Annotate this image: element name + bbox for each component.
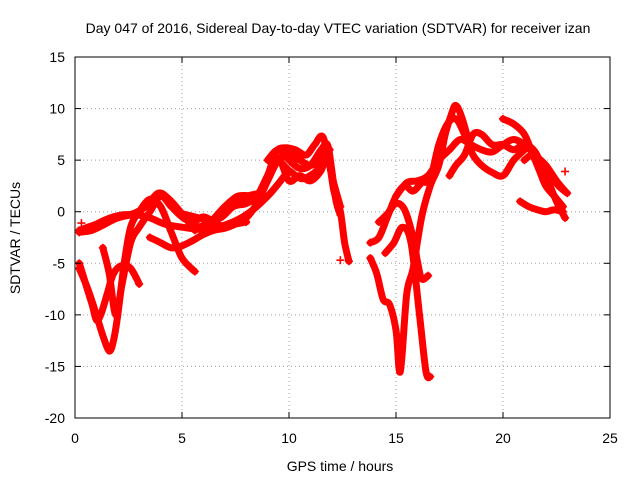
x-tick-label-5: 25 bbox=[602, 430, 618, 446]
series-arc-13 bbox=[374, 199, 433, 283]
isolated-point-2 bbox=[336, 256, 345, 265]
series-endpoint-arc-2-1 bbox=[190, 267, 199, 276]
series-endpoint-arc-14-1 bbox=[426, 372, 435, 381]
series-arc-14 bbox=[381, 223, 435, 382]
series-band-arc-6 bbox=[146, 146, 334, 252]
series-endpoint-arc-11-0 bbox=[366, 254, 375, 263]
plot-frame bbox=[74, 56, 611, 419]
series-band-arc-13 bbox=[375, 199, 432, 283]
chart-title: Day 047 of 2016, Sidereal Day-to-day VTE… bbox=[86, 20, 591, 36]
series-endpoint-arc-8-0 bbox=[188, 223, 197, 232]
series-endpoint-arc-4-0 bbox=[98, 243, 107, 252]
series-band-arc-18 bbox=[516, 197, 567, 216]
axes-layer: 0 5 10 15 20 25 -20 -15 -10 -5 0 5 10 15 bbox=[45, 49, 618, 446]
series-endpoint-arc-5-0 bbox=[75, 228, 84, 237]
series-endpoint-arc-18-0 bbox=[516, 197, 525, 206]
series-endpoint-arc-13-0 bbox=[374, 218, 383, 227]
series-endpoint-arc-19-1 bbox=[563, 189, 572, 198]
series-endpoint-arc-15-0 bbox=[392, 192, 400, 201]
series-endpoint-arc-7-0 bbox=[178, 209, 186, 218]
series-endpoint-arc-19-0 bbox=[520, 156, 529, 165]
series-endpoint-arc-17-0 bbox=[499, 114, 507, 123]
series-endpoint-arc-10-1 bbox=[336, 210, 345, 219]
y-tick-label-1: -15 bbox=[45, 358, 65, 374]
series-endpoint-arc-6-0 bbox=[145, 233, 154, 242]
isolated-point-0 bbox=[561, 167, 570, 176]
isolated-point-1 bbox=[77, 219, 86, 228]
y-axis-label: SDTVAR / TECUs bbox=[7, 182, 23, 294]
series-band-arc-10 bbox=[264, 140, 344, 219]
series-endpoint-arc-18-1 bbox=[558, 207, 567, 216]
y-tick-label-7: 15 bbox=[49, 49, 65, 65]
series-band-arc-19 bbox=[520, 151, 571, 197]
series-endpoint-arc-1-1 bbox=[135, 279, 144, 288]
y-tick-label-6: 10 bbox=[49, 101, 65, 117]
series-arc-18 bbox=[516, 197, 567, 216]
x-tick-label-3: 15 bbox=[388, 430, 404, 446]
y-tick-label-5: 5 bbox=[57, 152, 65, 168]
series-endpoint-arc-10-0 bbox=[263, 156, 272, 165]
x-axis-label: GPS time / hours bbox=[287, 458, 394, 474]
series-endpoint-arc-14-0 bbox=[381, 248, 390, 257]
series-endpoint-arc-12-0 bbox=[366, 238, 375, 247]
series-endpoint-arc-13-1 bbox=[424, 271, 433, 280]
y-tick-label-0: -20 bbox=[45, 410, 65, 426]
y-tick-label-2: -10 bbox=[45, 307, 65, 323]
y-tick-label-3: -5 bbox=[53, 255, 66, 271]
y-tick-label-4: 0 bbox=[57, 204, 65, 220]
series-arc-19 bbox=[520, 151, 572, 198]
x-tick-label-2: 10 bbox=[281, 430, 297, 446]
series-arc-10 bbox=[263, 140, 345, 219]
series-layer bbox=[75, 101, 572, 382]
series-clip-group bbox=[75, 101, 572, 382]
series-endpoint-arc-9-0 bbox=[231, 195, 240, 204]
series-endpoint-arc-2-0 bbox=[75, 264, 84, 273]
series-endpoint-arc-16-1 bbox=[561, 213, 570, 222]
series-endpoint-arc-9-1 bbox=[344, 257, 353, 266]
x-tick-label-1: 5 bbox=[178, 430, 186, 446]
series-band-arc-14 bbox=[381, 223, 434, 382]
x-tick-label-0: 0 bbox=[71, 430, 79, 446]
series-endpoint-arc-16-0 bbox=[445, 171, 454, 180]
x-tick-label-4: 20 bbox=[495, 430, 511, 446]
